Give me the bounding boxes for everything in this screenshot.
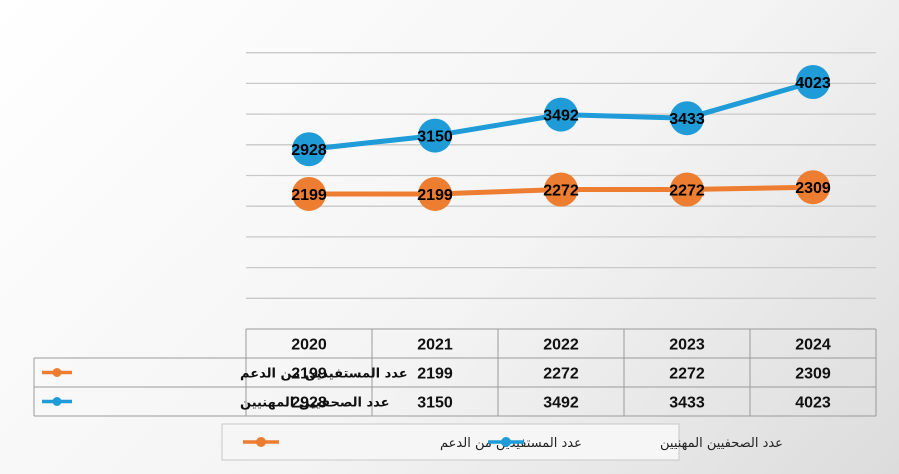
- table-cell-value: 2309: [795, 366, 831, 383]
- data-label: 2199: [417, 187, 453, 204]
- data-labels: 2199 2199 2272 2272 2309 2928 3150 3492 3433 4023: [291, 75, 831, 204]
- table-legend-key-marker: [52, 368, 62, 377]
- data-table: 2020 2021 2022 2023 2024 عدد المستفيدين من ال…: [33, 328, 877, 417]
- data-label: 2272: [543, 182, 579, 199]
- table-cell-value: 2199: [417, 366, 453, 383]
- data-label: 2928: [291, 142, 327, 159]
- table-row-label: عدد الصحفيين المهنيين: [240, 396, 390, 411]
- data-label: 2272: [669, 182, 705, 199]
- data-label: 2199: [291, 187, 327, 204]
- data-point-marker: [544, 172, 578, 207]
- x-tick-label: 2020: [291, 337, 327, 354]
- data-label: 3433: [669, 111, 705, 128]
- table-cell-value: 3150: [417, 395, 453, 412]
- data-label: 3492: [543, 108, 579, 125]
- data-label: 3150: [417, 129, 453, 146]
- data-point-marker: [670, 101, 704, 136]
- table-cell-value: 2272: [543, 366, 579, 383]
- legend-label: عدد الصحفيين المهنيين: [660, 436, 783, 451]
- legend-key-marker: [501, 437, 511, 447]
- x-tick-label: 2023: [669, 337, 705, 354]
- series-lines: [292, 64, 830, 211]
- data-point-marker: [796, 170, 830, 205]
- legend-box: [221, 423, 680, 461]
- data-point-marker: [544, 97, 578, 132]
- data-label: 4023: [795, 75, 831, 92]
- data-point-marker: [292, 176, 326, 211]
- data-point-marker: [796, 64, 830, 99]
- table-cell-value: 4023: [795, 395, 831, 412]
- data-point-marker: [292, 132, 326, 167]
- table-legend-key-marker: [52, 397, 62, 406]
- legend-key-marker: [256, 437, 266, 447]
- table-cell-value: 2199: [291, 366, 327, 383]
- data-point-marker: [670, 172, 704, 207]
- table-cell-value: 2272: [669, 366, 705, 383]
- legend: عدد المستفيدين من الدعم عدد الصحفيين المه…: [221, 423, 783, 461]
- table-cell-value: 3492: [543, 395, 579, 412]
- table-cell-value: 2928: [291, 395, 327, 412]
- table-cell-value: 3433: [669, 395, 705, 412]
- data-point-marker: [418, 176, 452, 211]
- table-row-label: عدد المستفيدين من الدعم: [240, 367, 408, 382]
- x-tick-label: 2021: [417, 337, 453, 354]
- data-point-marker: [418, 118, 452, 153]
- x-tick-label: 2024: [795, 337, 831, 354]
- x-tick-label: 2022: [543, 337, 579, 354]
- data-label: 2309: [795, 180, 831, 197]
